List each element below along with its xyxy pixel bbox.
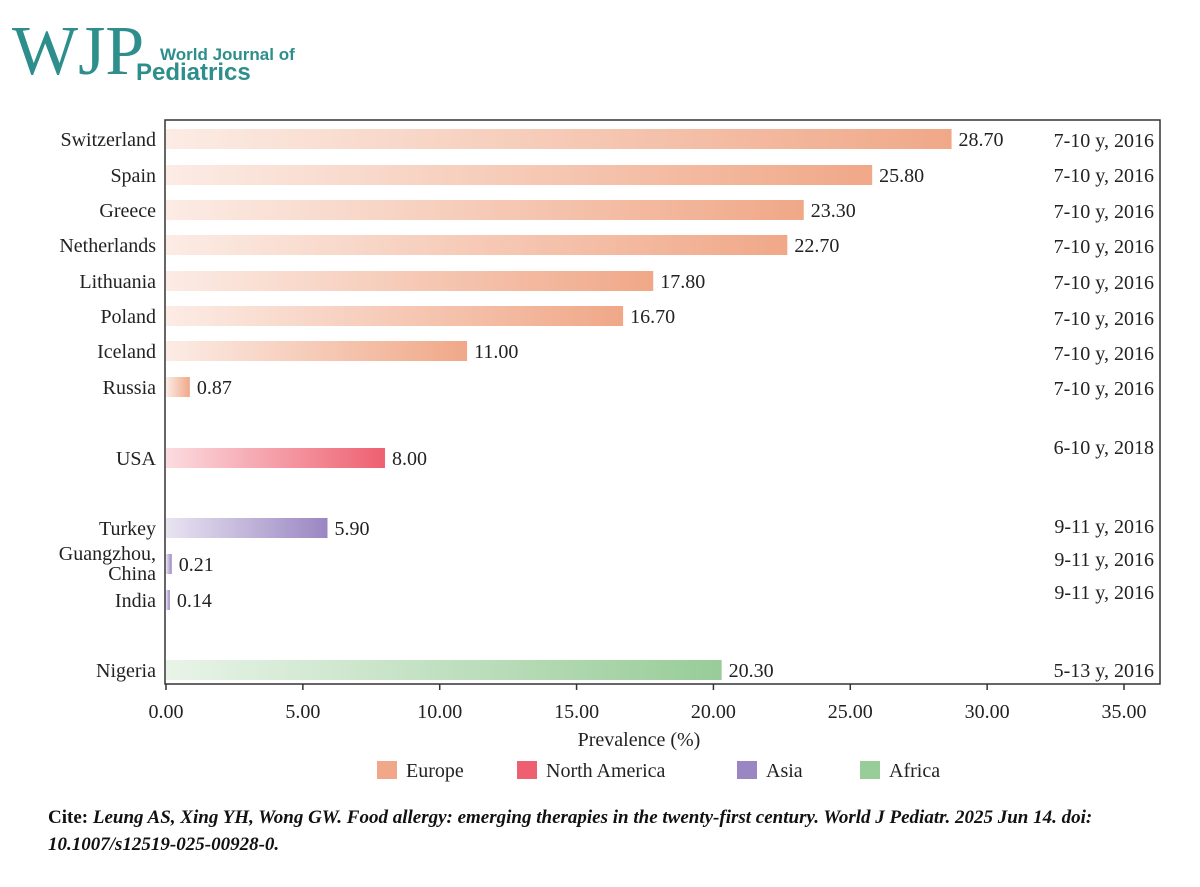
x-tick-label: 0.00 bbox=[149, 701, 184, 723]
bar-value-label: 0.14 bbox=[177, 590, 212, 612]
x-tick-label: 35.00 bbox=[1102, 701, 1147, 723]
legend-label: Europe bbox=[406, 760, 464, 782]
age-year-note: 9-11 y, 2016 bbox=[1054, 582, 1154, 604]
category-label: Guangzhou, China bbox=[59, 543, 156, 585]
logo-line1: World Journal of bbox=[160, 45, 295, 64]
bar-india bbox=[166, 590, 170, 610]
x-tick-label: 25.00 bbox=[828, 701, 873, 723]
bar-value-label: 8.00 bbox=[392, 448, 427, 470]
category-label: Spain bbox=[110, 165, 156, 187]
category-label: Lithuania bbox=[79, 271, 156, 293]
bar-poland bbox=[166, 306, 624, 326]
citation-label: Cite: bbox=[48, 807, 89, 828]
bar-lithuania bbox=[166, 271, 654, 291]
wjp-logo: WJP World Journal of Pediatrics bbox=[12, 13, 295, 90]
age-year-note: 5-13 y, 2016 bbox=[1054, 660, 1154, 682]
x-tick-label: 5.00 bbox=[285, 701, 320, 723]
bar-spain bbox=[166, 165, 873, 185]
category-label: Switzerland bbox=[60, 129, 156, 151]
bar-value-label: 0.87 bbox=[197, 377, 232, 399]
bar-value-label: 25.80 bbox=[879, 165, 924, 187]
age-year-note: 9-11 y, 2016 bbox=[1054, 516, 1154, 538]
age-year-note: 7-10 y, 2016 bbox=[1054, 130, 1154, 152]
age-year-note: 7-10 y, 2016 bbox=[1054, 201, 1154, 223]
legend-swatch-europe bbox=[377, 761, 397, 779]
bar-value-label: 17.80 bbox=[660, 271, 705, 293]
category-label: Iceland bbox=[97, 341, 156, 363]
age-year-note: 7-10 y, 2016 bbox=[1054, 378, 1154, 400]
x-tick-label: 15.00 bbox=[554, 701, 599, 723]
category-label: India bbox=[115, 590, 156, 612]
bar-greece bbox=[166, 200, 804, 220]
category-label: Turkey bbox=[99, 518, 156, 540]
bars-layer: 28.70 Switzerland 7-10 y, 2016 25.80 Spain 7-… bbox=[59, 129, 1154, 682]
plot-frame bbox=[164, 119, 1161, 685]
bar-value-label: 28.70 bbox=[959, 129, 1004, 151]
legend-swatch-north-america bbox=[517, 761, 537, 779]
category-label: Russia bbox=[103, 377, 156, 399]
x-tick-label: 10.00 bbox=[417, 701, 462, 723]
category-label: Nigeria bbox=[96, 660, 156, 682]
age-year-note: 7-10 y, 2016 bbox=[1054, 272, 1154, 294]
bar-value-label: 0.21 bbox=[179, 554, 214, 576]
legend-label: North America bbox=[546, 760, 666, 782]
x-axis: 0.00 5.00 10.00 15.00 20.00 25.00 30.00 35.00 bbox=[149, 684, 1147, 723]
logo-line2: Pediatrics bbox=[136, 59, 251, 86]
category-label: Greece bbox=[99, 200, 156, 222]
age-year-note: 7-10 y, 2016 bbox=[1054, 308, 1154, 330]
bar-turkey bbox=[166, 518, 328, 538]
age-year-note: 9-11 y, 2016 bbox=[1054, 549, 1154, 571]
bar-value-label: 22.70 bbox=[794, 235, 839, 257]
legend-label: Asia bbox=[766, 760, 803, 782]
x-tick-label: 30.00 bbox=[965, 701, 1010, 723]
citation: Cite: Leung AS, Xing YH, Wong GW. Food a… bbox=[48, 804, 1178, 858]
bar-guangzhou-china bbox=[166, 554, 172, 574]
category-label: Netherlands bbox=[59, 235, 156, 257]
legend-swatch-africa bbox=[860, 761, 880, 779]
bar-value-label: 20.30 bbox=[729, 660, 774, 682]
citation-text: Leung AS, Xing YH, Wong GW. Food allergy… bbox=[48, 807, 1093, 855]
x-tick-label: 20.00 bbox=[691, 701, 736, 723]
age-year-note: 7-10 y, 2016 bbox=[1054, 343, 1154, 365]
prevalence-bar-chart: 28.70 Switzerland 7-10 y, 2016 25.80 Spain 7-… bbox=[59, 119, 1161, 782]
bar-usa bbox=[166, 448, 385, 468]
category-label: Poland bbox=[100, 306, 156, 328]
bar-value-label: 5.90 bbox=[334, 518, 369, 540]
x-axis-label: Prevalence (%) bbox=[578, 729, 701, 751]
category-label: USA bbox=[116, 448, 157, 470]
age-year-note: 7-10 y, 2016 bbox=[1054, 236, 1154, 258]
bar-value-label: 16.70 bbox=[630, 306, 675, 328]
bar-russia bbox=[166, 377, 190, 397]
bar-value-label: 23.30 bbox=[811, 200, 856, 222]
legend: Europe North America Asia Africa bbox=[377, 760, 940, 782]
age-year-note: 6-10 y, 2018 bbox=[1054, 437, 1154, 459]
bar-value-label: 11.00 bbox=[474, 341, 518, 363]
bar-nigeria bbox=[166, 660, 722, 680]
logo-letters: WJP bbox=[12, 13, 144, 90]
age-year-note: 7-10 y, 2016 bbox=[1054, 165, 1154, 187]
legend-swatch-asia bbox=[737, 761, 757, 779]
bar-netherlands bbox=[166, 235, 788, 255]
bar-iceland bbox=[166, 341, 468, 361]
bar-switzerland bbox=[166, 129, 952, 149]
legend-label: Africa bbox=[889, 760, 940, 782]
